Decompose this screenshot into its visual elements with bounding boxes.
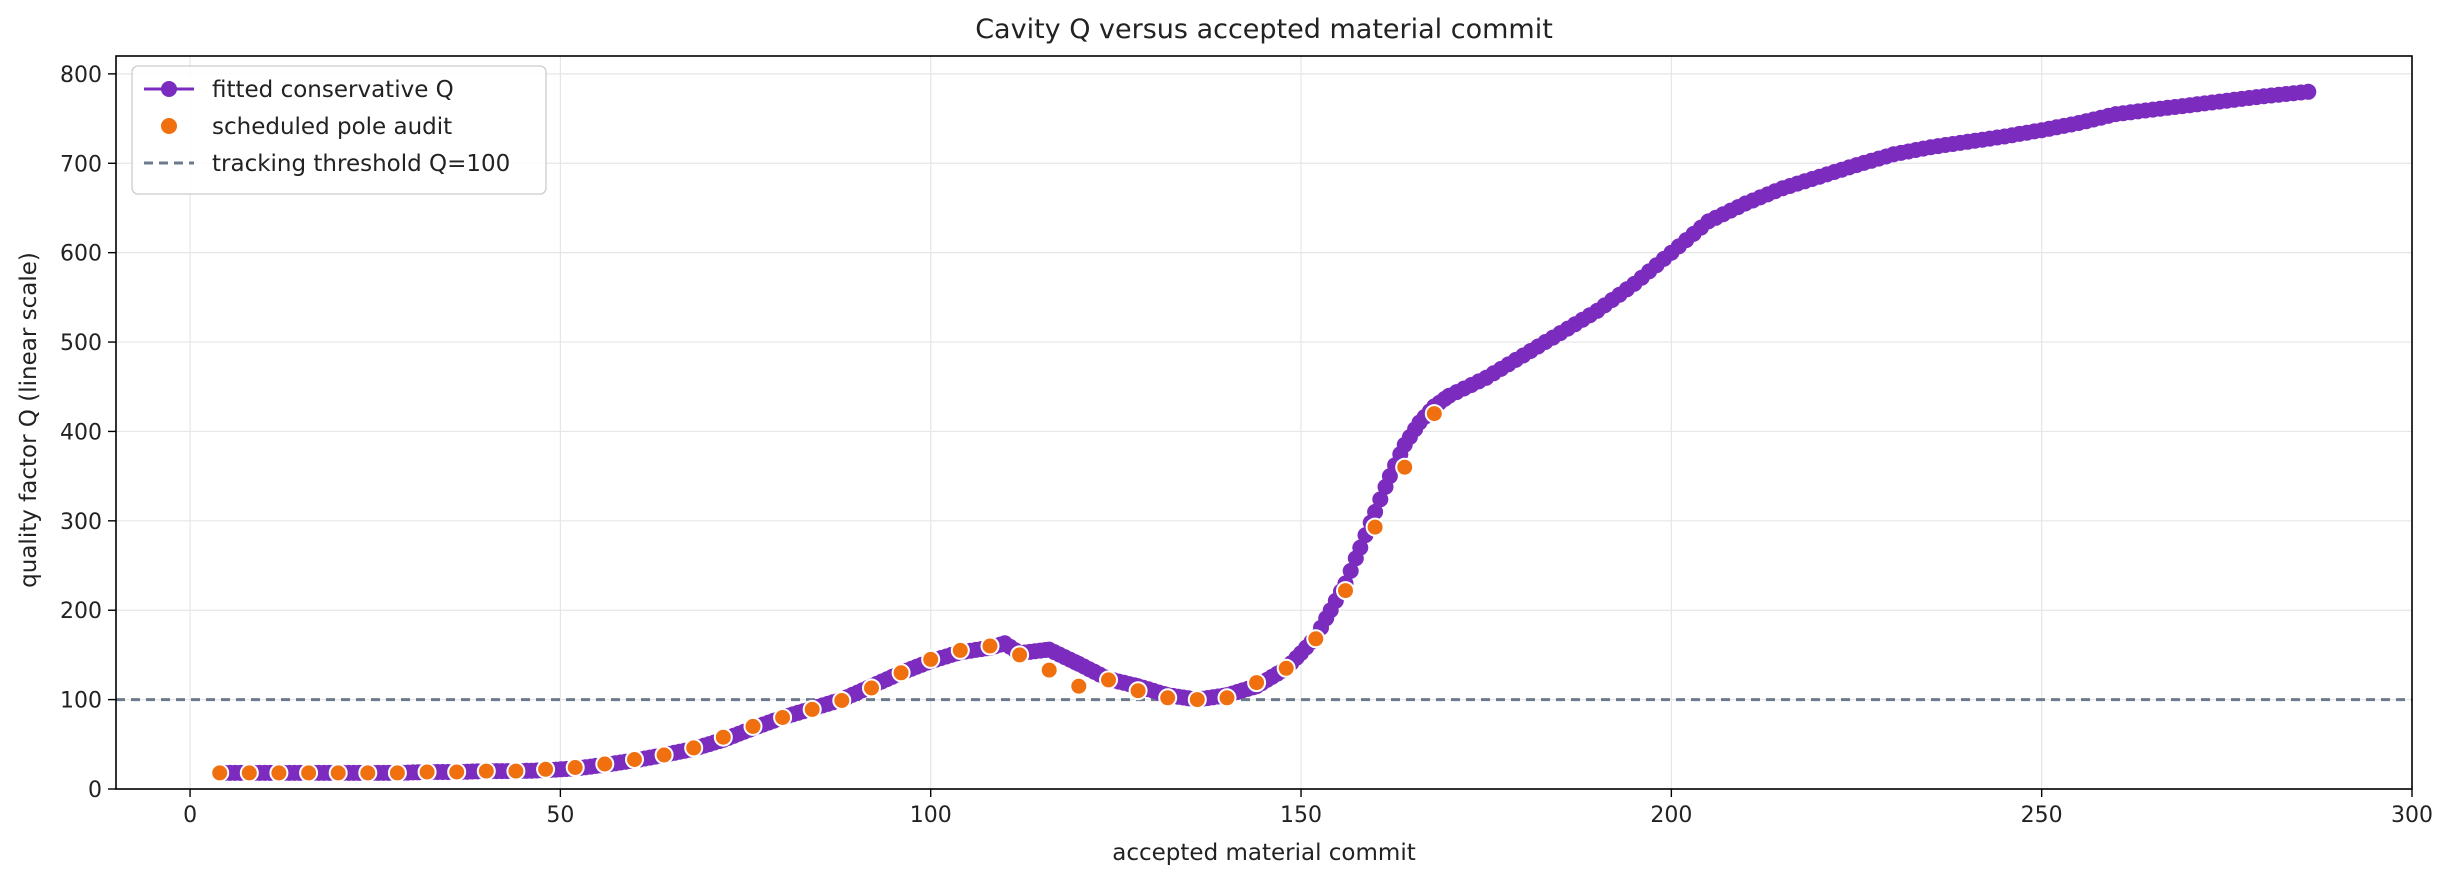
audit-point xyxy=(536,759,556,779)
x-tick-label: 100 xyxy=(910,803,952,828)
y-tick-label: 600 xyxy=(60,242,102,267)
audit-point xyxy=(210,763,230,783)
x-tick-label: 250 xyxy=(2021,803,2063,828)
legend-box xyxy=(131,65,547,195)
legend-threshold-label: tracking threshold Q=100 xyxy=(212,151,510,177)
y-tick-label: 500 xyxy=(60,331,102,356)
audit-point xyxy=(980,636,1000,656)
fit-point xyxy=(1342,562,1359,579)
audit-point xyxy=(1069,676,1089,696)
fit-point xyxy=(1372,491,1389,508)
x-tick-label: 200 xyxy=(1650,803,1692,828)
x-tick-label: 0 xyxy=(183,803,197,828)
legend-audit-marker xyxy=(161,118,177,134)
chart-title: Cavity Q versus accepted material commit xyxy=(975,14,1553,45)
y-tick-label: 700 xyxy=(60,152,102,177)
y-tick-label: 0 xyxy=(88,778,102,803)
audit-point xyxy=(625,750,644,769)
audit-point xyxy=(1424,404,1444,424)
x-axis-title: accepted material commit xyxy=(1112,840,1415,866)
x-tick-label: 300 xyxy=(2391,803,2433,828)
audit-point xyxy=(476,761,496,781)
audit-point xyxy=(713,727,733,747)
audit-point xyxy=(1039,660,1059,680)
y-tick-label: 300 xyxy=(60,510,102,535)
audit-point xyxy=(832,691,852,710)
legend-fit-marker xyxy=(161,81,177,97)
audit-point xyxy=(921,649,941,669)
audit-point xyxy=(950,640,970,660)
fit-point xyxy=(1352,539,1369,556)
legend-fit-label: fitted conservative Q xyxy=(212,77,454,103)
y-tick-label: 100 xyxy=(60,689,102,714)
audit-point xyxy=(387,763,407,783)
audit-point xyxy=(1336,581,1355,601)
x-tick-label: 50 xyxy=(546,803,574,828)
audit-point xyxy=(684,738,704,758)
audit-point xyxy=(1247,673,1267,693)
audit-point xyxy=(358,763,378,783)
audit-point xyxy=(595,754,615,774)
y-axis-title: quality factor Q (linear scale) xyxy=(16,252,42,588)
legend: fitted conservative Q scheduled pole aud… xyxy=(131,65,547,195)
audit-point xyxy=(299,763,319,783)
audit-point xyxy=(447,762,467,782)
fit-point xyxy=(2300,83,2317,100)
audit-point xyxy=(239,763,259,783)
audit-point xyxy=(1010,645,1030,665)
audit-point xyxy=(1395,457,1415,477)
fit-point xyxy=(1367,503,1384,520)
audit-point xyxy=(891,663,911,683)
audit-point xyxy=(417,762,437,782)
audit-point xyxy=(506,761,526,781)
plot-frame xyxy=(115,55,2413,790)
audit-point xyxy=(654,745,674,765)
y-tick-label: 800 xyxy=(60,63,102,88)
audit-point xyxy=(1099,670,1118,690)
y-tick-label: 400 xyxy=(60,420,102,445)
audit-point xyxy=(1306,629,1326,649)
grid xyxy=(116,56,2413,790)
x-tick-label: 150 xyxy=(1280,803,1322,828)
audit-point xyxy=(1217,688,1237,708)
audit-point xyxy=(743,716,763,736)
audit-point xyxy=(773,708,793,727)
legend-audit-label: scheduled pole audit xyxy=(212,114,452,140)
audit-point xyxy=(862,678,881,698)
audit-point xyxy=(802,699,822,719)
audit-point xyxy=(269,763,289,783)
audit-point xyxy=(1158,688,1178,708)
axes: 0 50 100 150 200 250 300 0 100 200 300 400 500 600 700… xyxy=(60,63,2433,828)
audit-point xyxy=(328,763,348,783)
audit-point xyxy=(1365,517,1385,537)
audit-point xyxy=(565,758,585,777)
audit-point xyxy=(1187,690,1207,710)
plot-area xyxy=(116,83,2412,783)
audit-point xyxy=(1128,681,1148,701)
y-tick-label: 200 xyxy=(60,599,102,624)
audit-point xyxy=(1276,658,1296,678)
